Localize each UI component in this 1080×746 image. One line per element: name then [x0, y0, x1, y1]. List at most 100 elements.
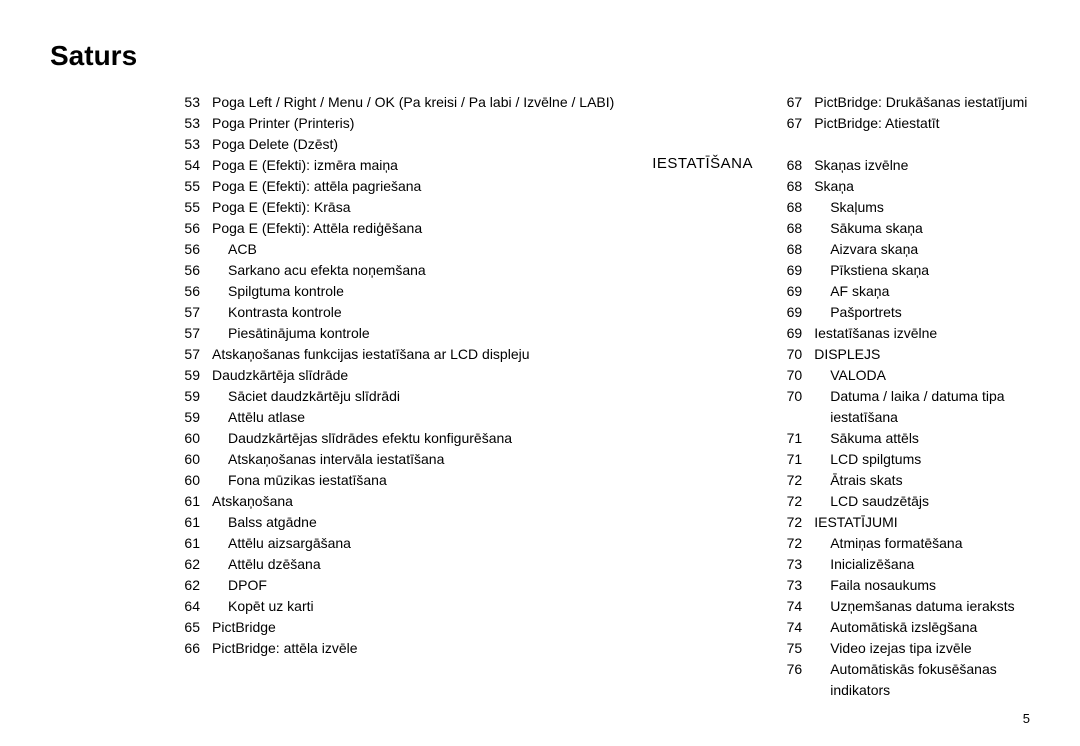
- toc-entry: 53Poga Delete (Dzēst): [170, 134, 642, 155]
- toc-entry-label: Piesātinājuma kontrole: [200, 323, 642, 344]
- toc-entry-label: Iestatīšanas izvēlne: [802, 323, 1030, 344]
- toc-entry-page: 71: [772, 428, 802, 449]
- toc-entry-label: Sākuma attēls: [802, 428, 1030, 449]
- toc-columns: 53Poga Left / Right / Menu / OK (Pa krei…: [50, 92, 1030, 701]
- toc-entry: 68Skaņa: [772, 176, 1030, 197]
- toc-entry: 75Video izejas tipa izvēle: [772, 638, 1030, 659]
- toc-entry-page: 61: [170, 533, 200, 554]
- toc-entry-page: 60: [170, 449, 200, 470]
- toc-entry-page: 73: [772, 554, 802, 575]
- toc-entry-label: PictBridge: Drukāšanas iestatījumi: [802, 92, 1030, 113]
- toc-entry-label: Poga Printer (Printeris): [200, 113, 642, 134]
- toc-entry: 73Inicializēšana: [772, 554, 1030, 575]
- toc-entry-label: Sāciet daudzkārtēju slīdrādi: [200, 386, 642, 407]
- toc-entry: 60Atskaņošanas intervāla iestatīšana: [170, 449, 642, 470]
- toc-entry: 68Aizvara skaņa: [772, 239, 1030, 260]
- toc-entry-page: 72: [772, 533, 802, 554]
- toc-entry-page: 61: [170, 491, 200, 512]
- toc-entry: 72LCD saudzētājs: [772, 491, 1030, 512]
- toc-entry: 69Iestatīšanas izvēlne: [772, 323, 1030, 344]
- toc-entry: 70Datuma / laika / datuma tipa iestatīša…: [772, 386, 1030, 428]
- toc-entry: 56ACB: [170, 239, 642, 260]
- toc-entry: 66PictBridge: attēla izvēle: [170, 638, 642, 659]
- toc-entry-label: Skaņa: [802, 176, 1030, 197]
- toc-entry-page: 56: [170, 260, 200, 281]
- toc-entry: 74Automātiskā izslēgšana: [772, 617, 1030, 638]
- toc-entry-label: Atskaņošana: [200, 491, 642, 512]
- toc-entry-label: Poga E (Efekti): Krāsa: [200, 197, 642, 218]
- toc-entry-label: Datuma / laika / datuma tipa iestatīšana: [802, 386, 1030, 428]
- toc-entry-label: Aizvara skaņa: [802, 239, 1030, 260]
- toc-entry: 56Poga E (Efekti): Attēla rediģēšana: [170, 218, 642, 239]
- toc-entry-page: 64: [170, 596, 200, 617]
- toc-entry-page: 68: [772, 218, 802, 239]
- toc-entry-page: 69: [772, 323, 802, 344]
- toc-entry-label: Automātiskās fokusēšanas indikators: [802, 659, 1030, 701]
- toc-entry: 74Uzņemšanas datuma ieraksts: [772, 596, 1030, 617]
- toc-entry-label: LCD saudzētājs: [802, 491, 1030, 512]
- toc-entry-label: PictBridge: [200, 617, 642, 638]
- toc-entry: 67PictBridge: Drukāšanas iestatījumi: [772, 92, 1030, 113]
- toc-entry-page: 67: [772, 113, 802, 134]
- toc-entry-label: Sākuma skaņa: [802, 218, 1030, 239]
- toc-entry: 72Ātrais skats: [772, 470, 1030, 491]
- toc-entry-label: DPOF: [200, 575, 642, 596]
- toc-entry: 60Fona mūzikas iestatīšana: [170, 470, 642, 491]
- toc-entry: 71LCD spilgtums: [772, 449, 1030, 470]
- toc-entry-page: 53: [170, 113, 200, 134]
- toc-entry: 67PictBridge: Atiestatīt: [772, 113, 1030, 134]
- toc-entry: 72Atmiņas formatēšana: [772, 533, 1030, 554]
- toc-entry: 57Piesātinājuma kontrole: [170, 323, 642, 344]
- toc-entry-page: 68: [772, 239, 802, 260]
- toc-entry: 70DISPLEJS: [772, 344, 1030, 365]
- toc-entry-page: 76: [772, 659, 802, 701]
- toc-entry-page: 62: [170, 575, 200, 596]
- toc-entry-label: Sarkano acu efekta noņemšana: [200, 260, 642, 281]
- toc-entry-page: 69: [772, 281, 802, 302]
- toc-entry: 60Daudzkārtējas slīdrādes efektu konfigu…: [170, 428, 642, 449]
- toc-entry-page: 68: [772, 155, 802, 176]
- toc-entry-page: 59: [170, 407, 200, 428]
- toc-entry-page: 67: [772, 92, 802, 113]
- toc-entry-label: Automātiskā izslēgšana: [802, 617, 1030, 638]
- toc-entry-page: 69: [772, 260, 802, 281]
- toc-entry-label: Daudzkārtēja slīdrāde: [200, 365, 642, 386]
- toc-entry-label: Attēlu aizsargāšana: [200, 533, 642, 554]
- toc-entry-page: 70: [772, 365, 802, 386]
- toc-entry-page: 70: [772, 386, 802, 428]
- toc-entry-page: 62: [170, 554, 200, 575]
- toc-entry: 73Faila nosaukums: [772, 575, 1030, 596]
- toc-entry: 71Sākuma attēls: [772, 428, 1030, 449]
- toc-entry: 68Skaņas izvēlne: [772, 155, 1030, 176]
- toc-entry: 68Skaļums: [772, 197, 1030, 218]
- toc-entry-label: Poga E (Efekti): Attēla rediģēšana: [200, 218, 642, 239]
- toc-entry: 57Kontrasta kontrole: [170, 302, 642, 323]
- toc-entry-label: DISPLEJS: [802, 344, 1030, 365]
- toc-entry-label: Pīkstiena skaņa: [802, 260, 1030, 281]
- toc-entry: 55Poga E (Efekti): Krāsa: [170, 197, 642, 218]
- toc-entry-label: Ātrais skats: [802, 470, 1030, 491]
- toc-entry-page: 57: [170, 323, 200, 344]
- toc-entry-page: 75: [772, 638, 802, 659]
- section-heading: IESTATĪŠANA: [652, 155, 753, 172]
- toc-entry-page: 60: [170, 428, 200, 449]
- toc-entry-label: Skaļums: [802, 197, 1030, 218]
- toc-entry: 56Spilgtuma kontrole: [170, 281, 642, 302]
- toc-entry: 64Kopēt uz karti: [170, 596, 642, 617]
- toc-entry: 61Attēlu aizsargāšana: [170, 533, 642, 554]
- toc-entry: 53Poga Printer (Printeris): [170, 113, 642, 134]
- toc-entry-page: 61: [170, 512, 200, 533]
- toc-entry-label: IESTATĪJUMI: [802, 512, 1030, 533]
- toc-entry-label: Attēlu dzēšana: [200, 554, 642, 575]
- toc-entry-label: Video izejas tipa izvēle: [802, 638, 1030, 659]
- page-number: 5: [1023, 711, 1030, 726]
- toc-entry-page: 65: [170, 617, 200, 638]
- toc-entry: 57Atskaņošanas funkcijas iestatīšana ar …: [170, 344, 642, 365]
- toc-entry-label: Atmiņas formatēšana: [802, 533, 1030, 554]
- toc-entry-label: Kontrasta kontrole: [200, 302, 642, 323]
- toc-entry-page: 59: [170, 365, 200, 386]
- toc-entry-label: PictBridge: Atiestatīt: [802, 113, 1030, 134]
- toc-entry-page: 56: [170, 281, 200, 302]
- toc-entry-page: 57: [170, 344, 200, 365]
- toc-entry: 72IESTATĪJUMI: [772, 512, 1030, 533]
